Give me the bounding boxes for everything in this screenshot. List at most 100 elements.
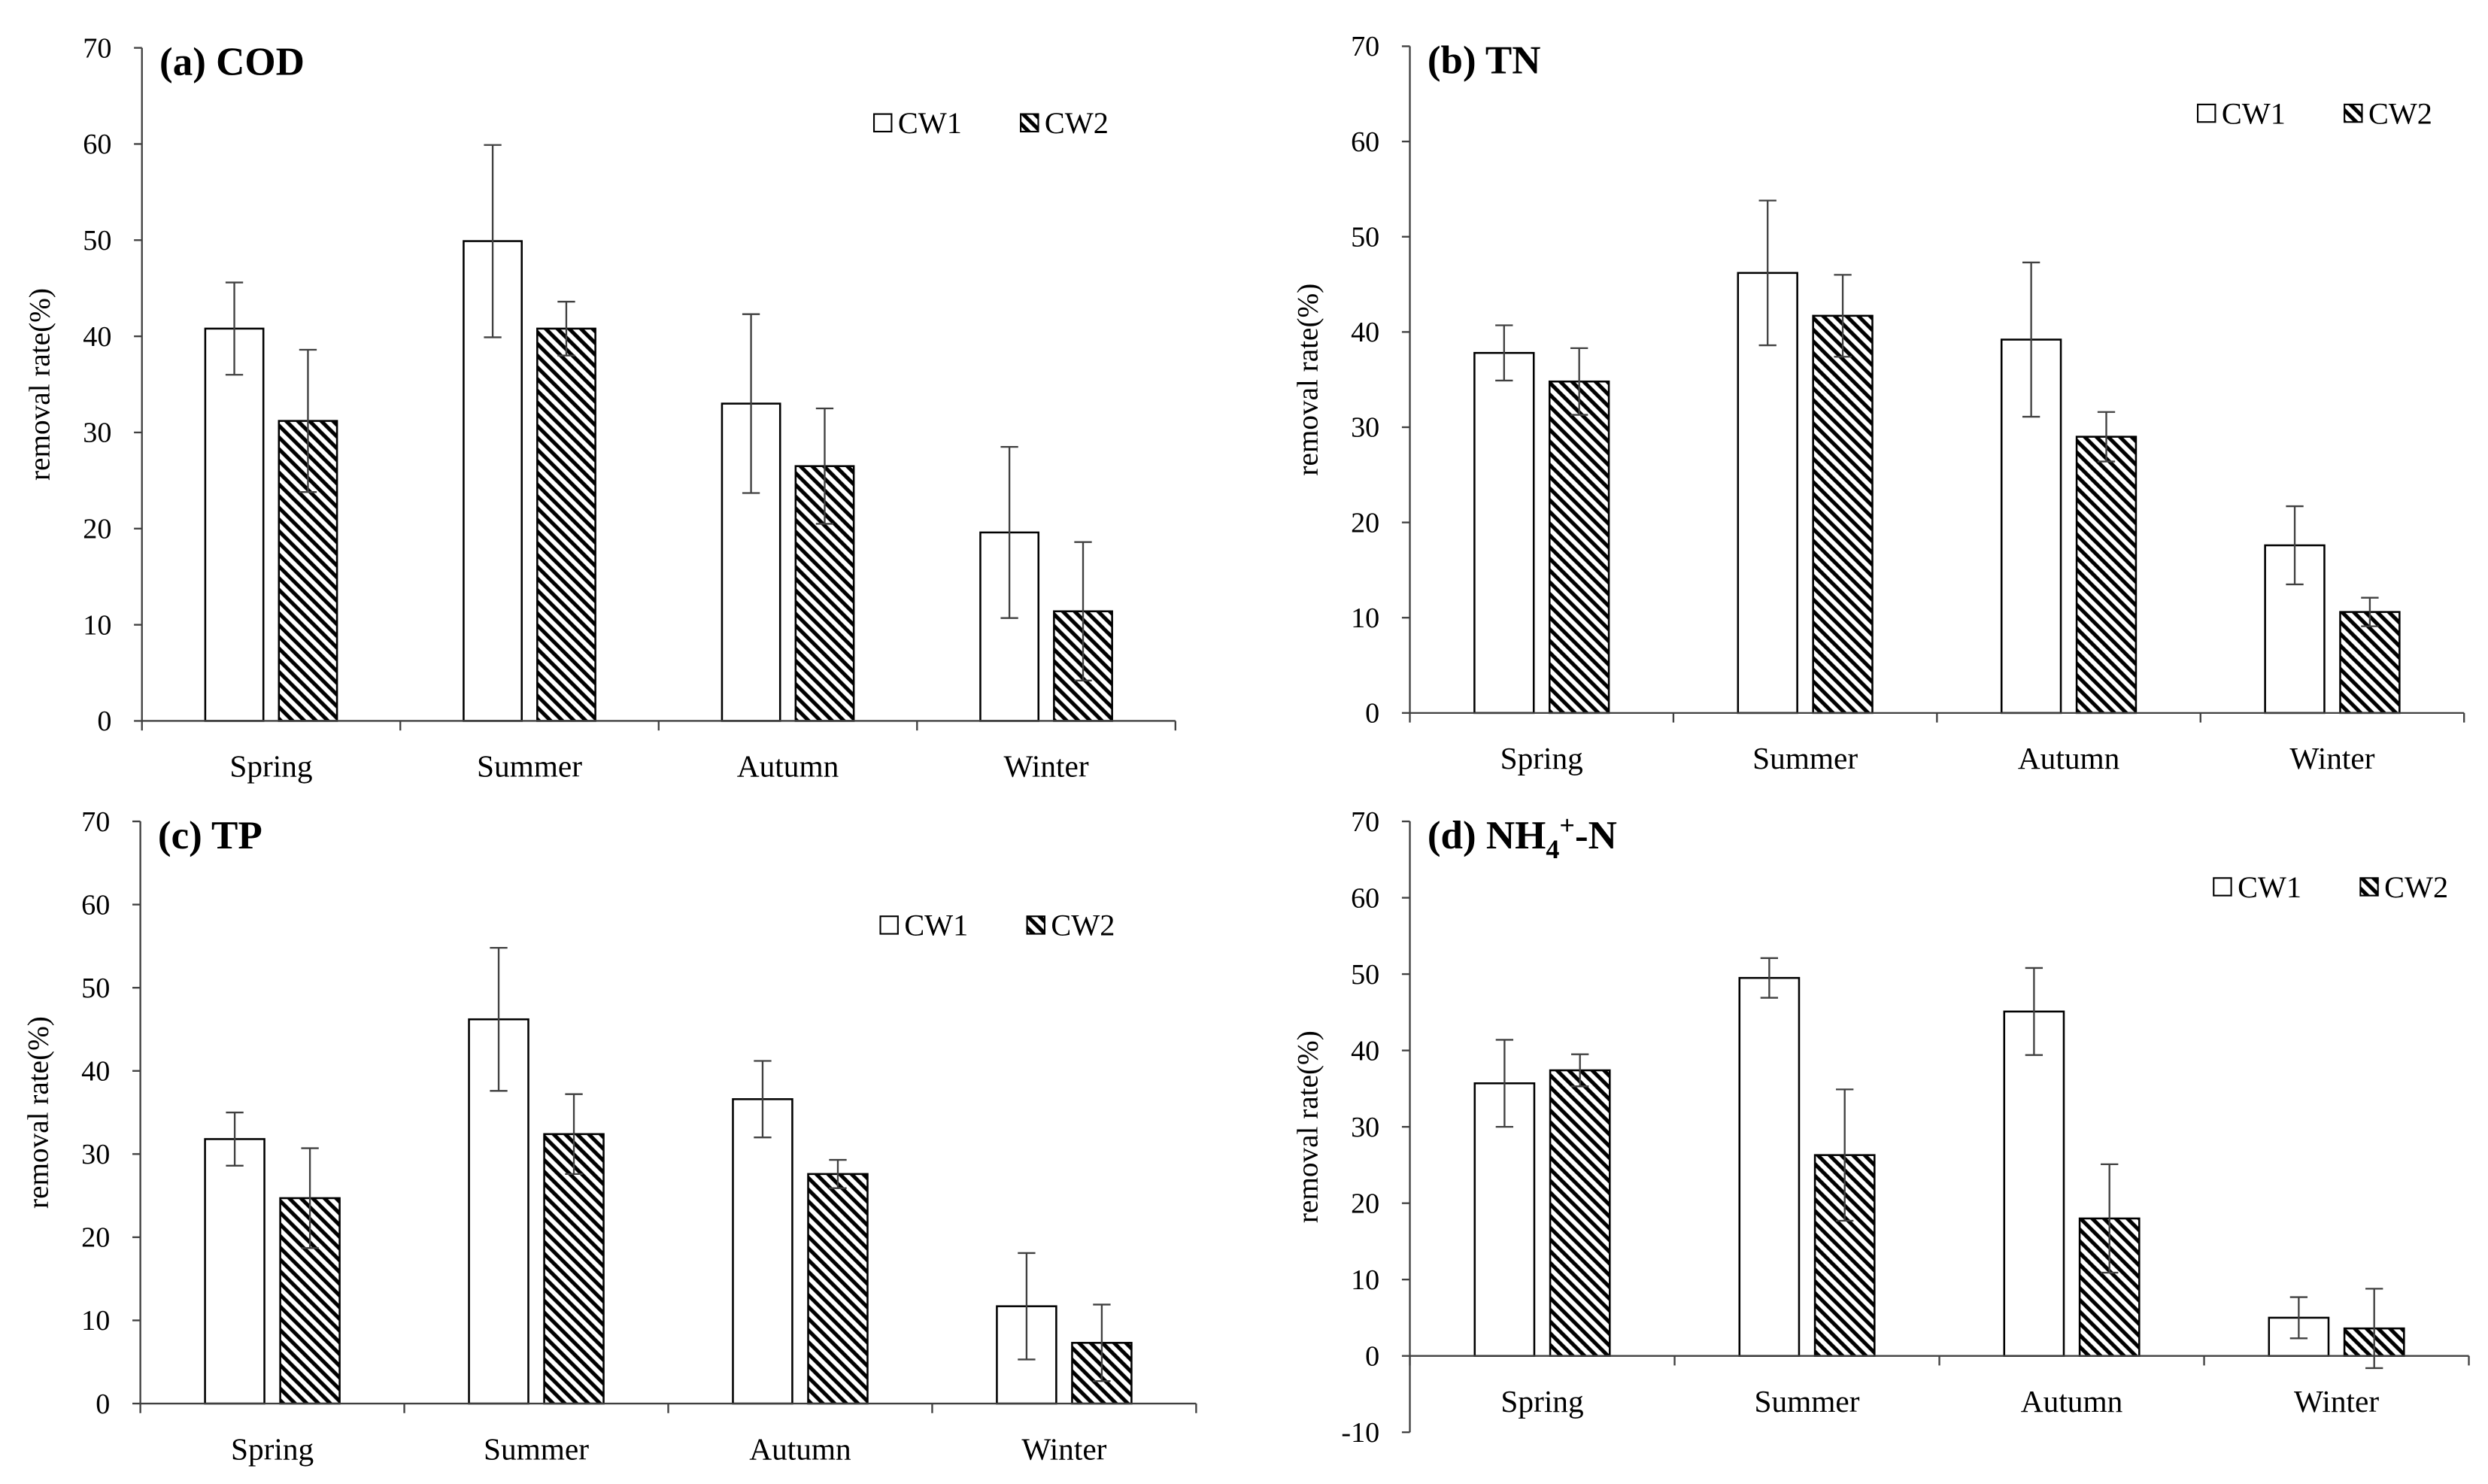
error-bar-cw2-autumn	[2101, 1163, 2119, 1274]
bar-cw1-summer	[1737, 272, 1798, 715]
error-bar-cw1-summer	[1760, 957, 1779, 999]
legend-swatch-cw2	[1020, 113, 1039, 133]
y-tick-label: 70	[83, 32, 111, 64]
y-tick-label: 10	[1351, 602, 1379, 634]
legend-swatch-cw1	[2213, 877, 2232, 897]
bar-cw1-spring	[204, 1138, 265, 1405]
error-bar-cw1-winter	[1000, 445, 1018, 619]
error-bar-group	[226, 946, 1111, 1382]
chart-title: (b) TN	[1428, 39, 1541, 83]
y-tick-label: 0	[1365, 1340, 1379, 1372]
legend-swatch-cw2	[2344, 103, 2363, 123]
y-tick-label: 0	[1365, 698, 1379, 730]
error-bar-cw2-winter	[2361, 596, 2379, 627]
error-bar-group	[1495, 199, 2379, 627]
y-tick-label: 0	[96, 1388, 110, 1420]
bar-cw1-spring	[1473, 351, 1535, 715]
error-bar-cw1-summer	[490, 946, 508, 1092]
error-bar-cw1-spring	[226, 1111, 244, 1167]
error-bar-cw1-summer	[1758, 199, 1776, 347]
chart-panel: 0 10 20 30 40 50 60 70 Spring Summer Autumn Winter r…	[1292, 31, 2465, 775]
legend-swatch-cw2	[2359, 877, 2379, 897]
error-bar-group	[225, 144, 1092, 681]
chart-title-part: (d) NH	[1428, 814, 1546, 857]
y-tick-label: 60	[81, 889, 110, 921]
x-category-label-spring: Spring	[229, 749, 312, 784]
y-tick-label: 30	[81, 1139, 110, 1170]
y-tick-label: 60	[1351, 126, 1379, 158]
chart-title-part: -N	[1575, 814, 1617, 857]
error-bar-cw1-spring	[1495, 1039, 1514, 1128]
legend-swatch-cw1	[879, 915, 899, 935]
error-bar-cw1-spring	[225, 281, 244, 376]
chart-title: (a) COD	[159, 41, 305, 84]
bar-group	[1473, 272, 2401, 715]
bar-cw1-autumn	[2000, 338, 2062, 715]
y-tick-label: 20	[83, 514, 111, 545]
bar-cw2-summer	[536, 327, 596, 722]
y-tick-label: 50	[1351, 221, 1379, 253]
y-tick-label: 70	[81, 806, 110, 838]
legend: CW1 CW2	[872, 106, 1109, 140]
y-tick-label: 40	[1351, 317, 1379, 348]
error-bar-cw2-winter	[2365, 1288, 2383, 1370]
x-category-label-autumn: Autumn	[2018, 741, 2120, 775]
y-tick-label: 20	[81, 1222, 110, 1254]
bar-group	[204, 1018, 1133, 1405]
bar-cw2-autumn	[2075, 435, 2138, 715]
bar-cw2-winter	[2339, 611, 2401, 715]
x-category-label-summer: Summer	[477, 749, 582, 784]
y-tick-label: 10	[1351, 1264, 1379, 1296]
x-category-label-winter: Winter	[1004, 749, 1089, 784]
error-bar-cw2-winter	[1074, 541, 1092, 681]
legend: CW1 CW2	[879, 909, 1115, 942]
legend-label-cw1: CW1	[898, 106, 962, 140]
error-bar-cw2-autumn	[829, 1158, 847, 1189]
error-bar-cw1-winter	[2286, 505, 2304, 586]
legend: CW1 CW2	[2197, 96, 2432, 130]
error-bar-cw2-summer	[1834, 274, 1852, 358]
chart-panel: -10 0 10 20 30 40 50 60 70 Spring Summer Autumn Wint…	[1292, 806, 2470, 1449]
error-bar-cw2-summer	[1836, 1088, 1854, 1222]
chart-panel: 0 10 20 30 40 50 60 70 Spring Summer Autumn Winter r…	[24, 32, 1176, 784]
chart-title-part: (b) TN	[1428, 39, 1541, 83]
legend: CW1 CW2	[2213, 870, 2448, 904]
bar-cw2-autumn	[807, 1173, 869, 1405]
legend-label-cw2: CW2	[1045, 106, 1109, 140]
bar-cw1-summer	[1738, 976, 1801, 1357]
chart-title-part: (a) COD	[159, 41, 305, 84]
y-tick-label: 40	[81, 1055, 110, 1087]
chart-title: (c) TP	[158, 814, 262, 857]
x-category-label-winter: Winter	[2294, 1384, 2379, 1419]
legend-label-cw1: CW1	[2238, 870, 2301, 904]
y-tick-label: 10	[83, 609, 111, 641]
legend-swatch-cw2	[1026, 915, 1045, 935]
error-bar-cw1-autumn	[2025, 967, 2043, 1056]
legend-label-cw2: CW2	[2384, 870, 2448, 904]
x-category-label-spring: Spring	[1500, 1384, 1583, 1419]
error-bar-cw1-winter	[2289, 1296, 2308, 1340]
y-axis-label: removal rate(%)	[23, 1016, 55, 1209]
y-tick-label: 20	[1351, 507, 1379, 539]
y-tick-label: 40	[83, 321, 111, 353]
bar-cw1-autumn	[2003, 1010, 2065, 1357]
error-bar-cw2-spring	[299, 348, 317, 493]
legend-label-cw1: CW1	[2222, 96, 2286, 130]
y-tick-label: 20	[1351, 1188, 1379, 1219]
bar-cw2-spring	[1548, 380, 1610, 715]
x-category-label-summer: Summer	[1752, 741, 1858, 775]
x-category-label-autumn: Autumn	[737, 749, 839, 784]
y-axis-label: removal rate(%)	[1292, 284, 1324, 476]
bar-group	[204, 240, 1113, 722]
x-category-label-spring: Spring	[231, 1431, 314, 1466]
error-bar-cw2-autumn	[815, 407, 834, 525]
y-tick-label: 0	[97, 706, 111, 737]
x-category-label-spring: Spring	[1500, 741, 1583, 775]
x-category-label-winter: Winter	[1021, 1431, 1106, 1466]
error-bar-group	[1495, 957, 2383, 1370]
error-bar-cw1-autumn	[754, 1060, 772, 1139]
x-category-label-autumn: Autumn	[2021, 1384, 2123, 1419]
bar-group	[1473, 976, 2405, 1357]
y-tick-label: 40	[1351, 1035, 1379, 1067]
